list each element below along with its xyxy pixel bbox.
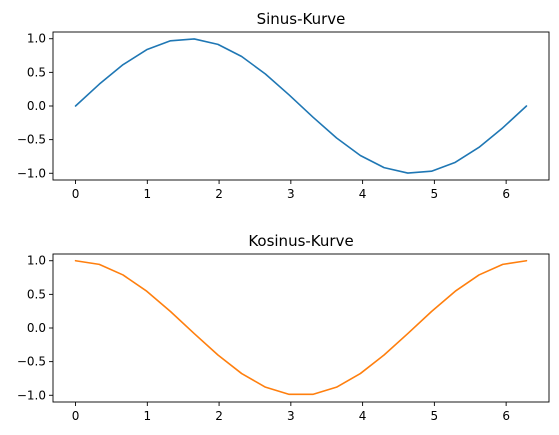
sine-x-tick-label: 1 xyxy=(143,187,151,201)
cosine-y-tick-label: −1.0 xyxy=(17,388,46,402)
cosine-x-tick-label: 0 xyxy=(72,409,80,423)
sine-x-tick-label: 4 xyxy=(359,187,367,201)
cosine-subplot: Kosinus-Kurve 0 1 2 3 4 5 6 1.0 0.5 0.0 −0.5 −1.0 xyxy=(17,232,550,423)
cosine-series-line xyxy=(74,259,528,396)
cosine-y-tick-label: −0.5 xyxy=(17,355,46,369)
sine-x-tick-label: 6 xyxy=(502,187,510,201)
sine-x-tick-label: 2 xyxy=(215,187,223,201)
sine-y-tick-label: −1.0 xyxy=(17,166,46,180)
cosine-x-tick-label: 1 xyxy=(143,409,151,423)
sine-subplot: Sinus-Kurve 0 1 2 3 4 5 6 1.0 0.5 0.0 −0.5 −1.0 xyxy=(17,10,550,201)
sine-x-tick-label: 5 xyxy=(431,187,439,201)
sine-y-tick-label: 1.0 xyxy=(27,32,46,46)
sine-y-tick-label: 0.0 xyxy=(27,99,46,113)
cosine-x-tick-label: 5 xyxy=(431,409,439,423)
cosine-x-tick-label: 3 xyxy=(287,409,295,423)
cosine-x-tick-label: 4 xyxy=(359,409,367,423)
sine-x-tick-label: 0 xyxy=(72,187,80,201)
cosine-x-tick-label: 2 xyxy=(215,409,223,423)
cosine-x-tick-label: 6 xyxy=(502,409,510,423)
sine-series-line xyxy=(74,38,528,174)
cosine-y-tick-label: 0.5 xyxy=(27,287,46,301)
sine-chart-title: Sinus-Kurve xyxy=(257,10,346,28)
cosine-y-tick-label: 0.0 xyxy=(27,321,46,335)
cosine-chart-title: Kosinus-Kurve xyxy=(248,232,353,250)
sine-y-tick-label: −0.5 xyxy=(17,133,46,147)
sine-x-tick-label: 3 xyxy=(287,187,295,201)
cosine-y-tick-label: 1.0 xyxy=(27,254,46,268)
sine-y-tick-label: 0.5 xyxy=(27,65,46,79)
cosine-axes-frame xyxy=(52,253,550,403)
